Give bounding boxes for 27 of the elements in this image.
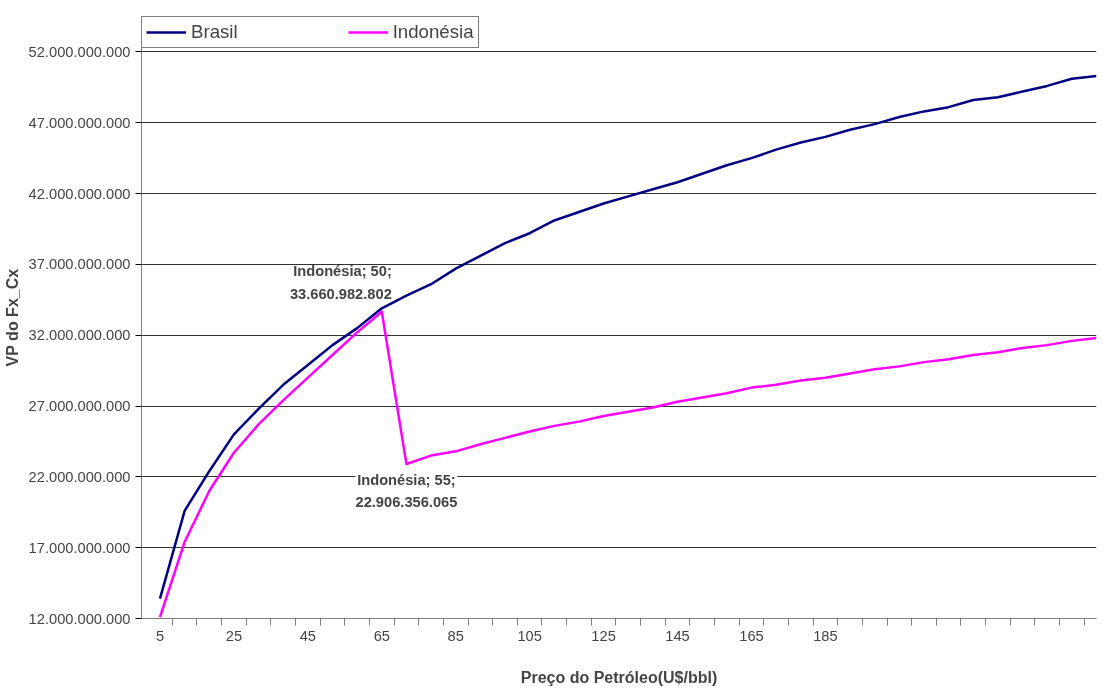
- x-tick-label: 145: [665, 627, 690, 644]
- x-tick-label: 185: [813, 627, 838, 644]
- y-axis-title: VP do Fx_Cx: [3, 268, 21, 367]
- annotation: Indonésia; 50; 33.660.982.802: [289, 263, 392, 302]
- x-tick-label: 45: [299, 627, 317, 644]
- y-tick-label: 17.000.000.000: [28, 539, 131, 556]
- y-tick-label: 32.000.000.000: [28, 327, 131, 344]
- line-series: [158, 74, 1097, 600]
- x-tick-label: 5: [155, 627, 165, 644]
- y-tick-label: 47.000.000.000: [28, 114, 131, 131]
- legend-label: Indonésia: [392, 21, 474, 43]
- x-tick-label: 25: [225, 627, 243, 644]
- x-tick-label: 65: [373, 627, 390, 644]
- y-tick-label: 42.000.000.000: [28, 185, 131, 202]
- y-tick-label: 27.000.000.000: [28, 398, 131, 415]
- annotation: Indonésia; 55; 22.906.356.065: [355, 472, 458, 511]
- y-tick-label: 37.000.000.000: [28, 256, 131, 273]
- x-tick-label: 165: [739, 627, 764, 644]
- x-tick-label: 125: [591, 627, 616, 644]
- x-axis-title: Preço do Petróleo(U$/bbl): [520, 668, 718, 686]
- line-series: [158, 310, 1097, 619]
- y-tick-label: 12.000.000.000: [28, 610, 131, 627]
- y-tick-label: 52.000.000.000: [28, 43, 131, 60]
- y-tick-label: 22.000.000.000: [28, 468, 131, 485]
- legend-label: Brasil: [191, 21, 238, 43]
- x-tick-label: 105: [517, 627, 542, 644]
- x-tick-label: 85: [447, 627, 464, 644]
